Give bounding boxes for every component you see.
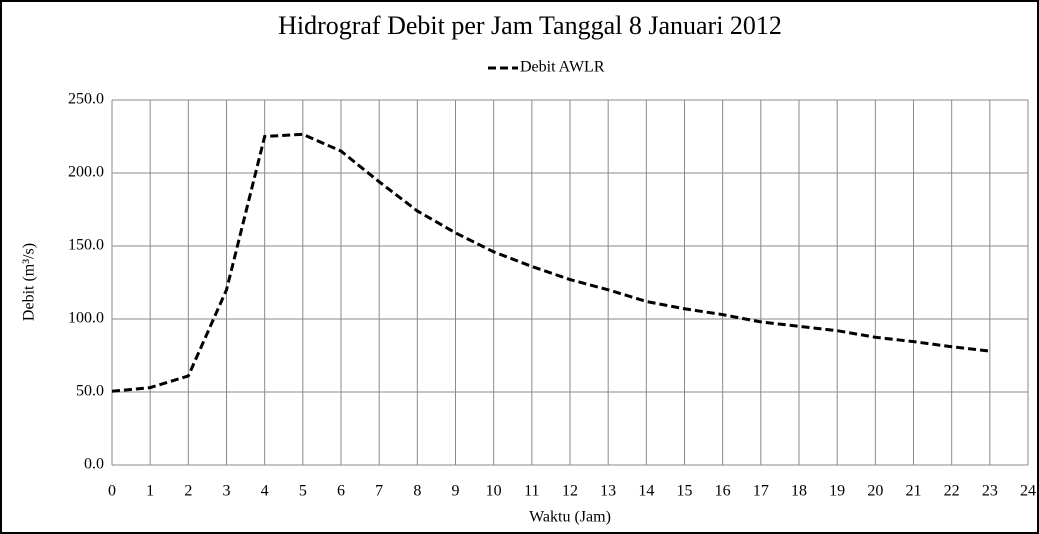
x-tick-label: 10 [486,483,502,500]
x-tick-label: 24 [1020,483,1036,500]
x-tick-label: 16 [715,483,731,500]
x-tick-label: 5 [299,483,307,500]
y-tick-label: 250.0 [68,91,104,108]
x-tick-label: 6 [337,483,345,500]
x-tick-label: 23 [982,483,998,500]
x-axis-title: Waktu (Jam) [529,509,611,526]
y-tick-label: 150.0 [68,237,104,254]
x-tick-label: 4 [261,483,269,500]
x-tick-label: 13 [600,483,616,500]
x-tick-label: 0 [108,483,116,500]
x-tick-label: 19 [829,483,845,500]
x-tick-label: 11 [524,483,539,500]
x-tick-label: 8 [413,483,421,500]
x-tick-label: 18 [791,483,807,500]
data-line [111,132,991,393]
x-tick-label: 14 [638,483,654,500]
x-tick-label: 21 [906,483,922,500]
x-tick-label: 7 [375,483,383,500]
x-tick-label: 22 [944,483,960,500]
x-tick-label: 20 [867,483,883,500]
y-tick-label: 0.0 [84,456,104,473]
chart-title: Hidrograf Debit per Jam Tanggal 8 Januar… [278,11,782,40]
y-axis-title: Debit (m³/s) [21,243,38,321]
x-tick-label: 1 [146,483,154,500]
x-tick-label: 15 [677,483,693,500]
x-tick-label: 9 [452,483,460,500]
x-tick-label: 17 [753,483,769,500]
y-tick-label: 200.0 [68,164,104,181]
y-tick-label: 50.0 [76,383,104,400]
legend-label: Debit AWLR [520,59,605,76]
x-tick-label: 3 [223,483,231,500]
x-tick-label: 2 [184,483,192,500]
x-tick-label: 12 [562,483,578,500]
y-tick-label: 100.0 [68,310,104,327]
